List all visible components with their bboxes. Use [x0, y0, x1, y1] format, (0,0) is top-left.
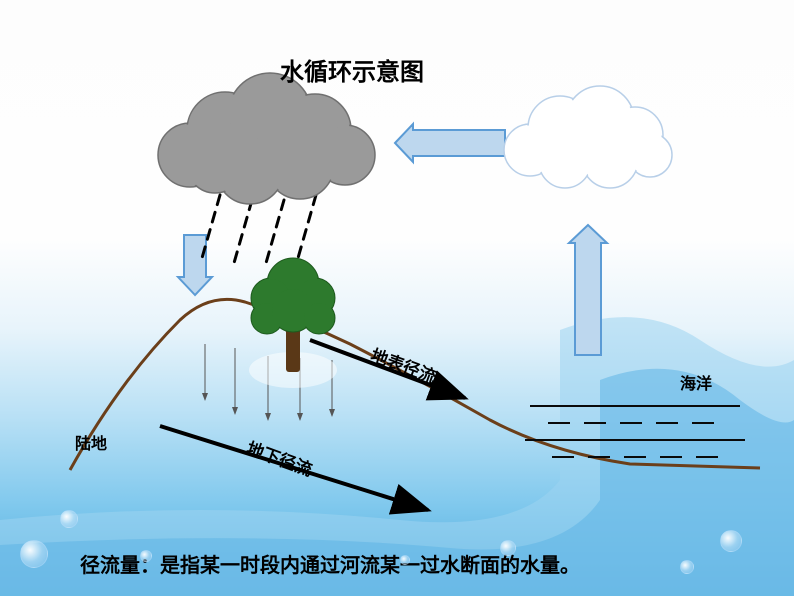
water-bubble — [140, 550, 152, 562]
water-bubble — [20, 540, 48, 568]
surface-runoff-label: 地表径流 — [368, 341, 440, 388]
ocean-lines — [525, 406, 745, 457]
diagram-title: 水循环示意图 — [280, 52, 424, 87]
terrain-line — [70, 299, 760, 470]
water-bubble — [60, 510, 78, 528]
tree-icon — [249, 258, 337, 388]
land-label: 陆地 — [75, 430, 107, 454]
diagram-canvas — [0, 0, 794, 596]
cycle-arrows — [178, 124, 607, 355]
rain-lines — [202, 195, 316, 263]
white-cloud — [504, 86, 672, 188]
water-bubble — [680, 560, 694, 574]
infiltration-arrows — [205, 344, 332, 420]
water-bubble — [720, 530, 742, 552]
grey-cloud — [158, 73, 375, 204]
water-bubble — [400, 555, 410, 565]
water-bubble — [500, 540, 516, 556]
ground-runoff-label: 地下径流 — [244, 434, 316, 481]
ocean-label: 海洋 — [680, 370, 712, 394]
